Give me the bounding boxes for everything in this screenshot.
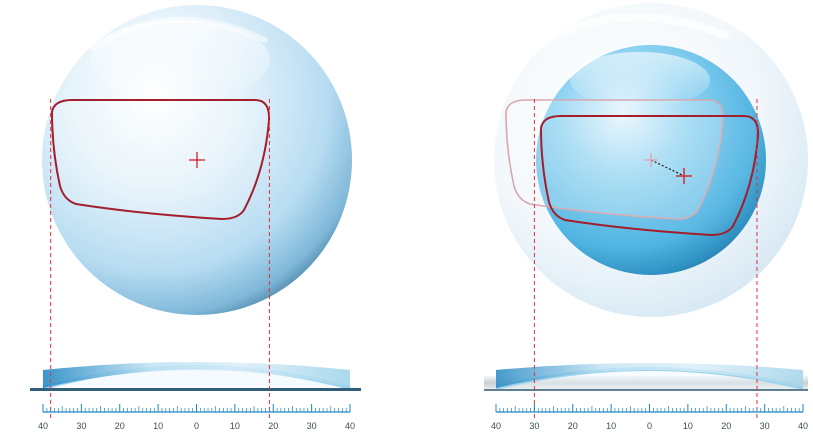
ghost-frame-outline bbox=[505, 99, 724, 220]
mm-scale: 40 30 20 10 0 10 20 30 40 bbox=[491, 404, 808, 431]
optical-center-cross bbox=[189, 152, 205, 168]
scale-tick-label: 40 bbox=[345, 421, 355, 431]
lens-edge-profile bbox=[30, 362, 361, 391]
scale-tick-label: 30 bbox=[76, 421, 86, 431]
scale-tick-label: 20 bbox=[115, 421, 125, 431]
scale-tick-label: 40 bbox=[491, 421, 501, 431]
lens-edge-profile-right bbox=[484, 363, 808, 391]
scale-tick-label: 10 bbox=[683, 421, 693, 431]
original-center-cross bbox=[644, 153, 658, 167]
scale-tick-label: 40 bbox=[38, 421, 48, 431]
scales: 40 30 20 10 0 10 20 30 40 40 30 20 10 0 10 20 30 40 bbox=[38, 404, 808, 431]
scale-tick-label: 0 bbox=[647, 421, 652, 431]
scale-tick-label: 10 bbox=[153, 421, 163, 431]
scale-tick-label: 30 bbox=[529, 421, 539, 431]
left-panel bbox=[30, 5, 361, 391]
scale-tick-label: 10 bbox=[230, 421, 240, 431]
scale-tick-label: 40 bbox=[798, 421, 808, 431]
scale-tick-label: 30 bbox=[307, 421, 317, 431]
mm-scale: 40 30 20 10 0 10 20 30 40 bbox=[38, 404, 355, 431]
scale-tick-label: 10 bbox=[606, 421, 616, 431]
frame-outline-shifted bbox=[539, 115, 760, 237]
scale-tick-label: 30 bbox=[760, 421, 770, 431]
scale-tick-label: 20 bbox=[721, 421, 731, 431]
scale-tick-label: 0 bbox=[194, 421, 199, 431]
optical-center-cross-shifted bbox=[676, 168, 692, 184]
edge-guides bbox=[50, 99, 758, 420]
scale-tick-label: 20 bbox=[568, 421, 578, 431]
right-panel bbox=[484, 3, 808, 391]
scale-tick-label: 20 bbox=[268, 421, 278, 431]
frame-outline bbox=[50, 99, 271, 221]
